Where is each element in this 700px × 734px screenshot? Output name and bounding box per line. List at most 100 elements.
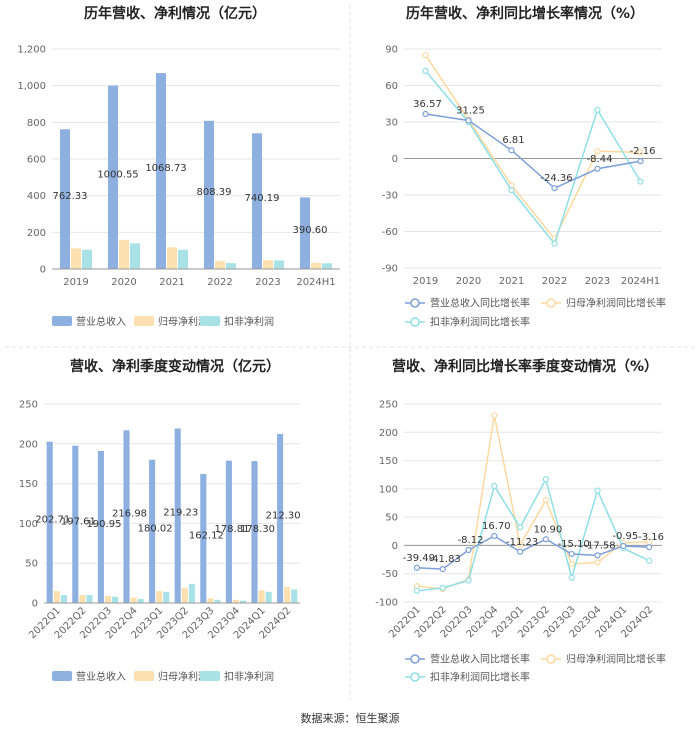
y-tick-label: 0 (32, 599, 38, 610)
series-point (508, 187, 515, 194)
y-tick-label: 90 (385, 45, 398, 56)
bar (200, 473, 207, 603)
bar (252, 133, 262, 269)
y-tick-label: -30 (382, 191, 398, 202)
series-point (413, 564, 420, 571)
bar (322, 263, 332, 269)
series-line (416, 477, 650, 592)
chart-title: 营收、净利季度变动情况（亿元） (70, 358, 280, 375)
point-value-label: -39.49 (403, 553, 435, 564)
series-point (594, 559, 601, 566)
bar (130, 597, 137, 603)
bar (181, 587, 188, 603)
legend-swatch (200, 316, 220, 326)
x-tick-label: 2024H1 (621, 276, 660, 287)
y-tick-label: 50 (25, 559, 38, 570)
series-point (637, 178, 644, 185)
y-tick-label: 400 (27, 191, 46, 202)
series-point (516, 548, 524, 555)
series-point (413, 587, 420, 594)
x-tick-label: 2022 (207, 277, 232, 288)
bar (149, 459, 156, 603)
series-point (508, 147, 515, 154)
series-point (491, 482, 498, 490)
bar (225, 460, 232, 603)
point-value-label: -17.58 (583, 540, 615, 551)
x-tick-label: 2021 (499, 276, 524, 287)
y-tick-label: 150 (379, 456, 398, 467)
legend-marker (546, 298, 556, 308)
bar (104, 595, 112, 603)
bar-value-label: 212.30 (266, 511, 301, 522)
series-point (439, 565, 446, 573)
bar (277, 434, 284, 603)
y-tick-label: 0 (392, 541, 398, 552)
quarterly-growth-rate-chart: 营收、净利同比增长率季度变动情况（%） -100 -50 0 50 100 150 200 25… (375, 358, 666, 684)
bar (82, 249, 92, 269)
x-tick-label: 2020 (456, 276, 481, 287)
y-tick-label: 200 (19, 439, 38, 450)
series-point (594, 148, 601, 155)
annual-revenue-profit-chart: 历年营收、净利情况（亿元） 0 200 400 600 800 1,000 1,200 2019… (17, 5, 340, 328)
legend-label: 扣非净利润 (224, 670, 274, 683)
y-tick-label: 600 (27, 155, 46, 166)
bar (284, 587, 291, 603)
bar-value-label: 178.81 (214, 524, 249, 535)
series-point (491, 412, 498, 419)
legend-label: 营业总收入 (76, 315, 126, 328)
bar (86, 595, 93, 603)
series-point (594, 165, 601, 172)
bar (204, 120, 214, 269)
x-tick-label: 2021 (159, 277, 184, 288)
series-point (637, 158, 644, 165)
bar-value-label: 390.60 (293, 225, 328, 236)
series-line (425, 113, 641, 190)
series-point (568, 560, 575, 568)
point-value-label: -24.36 (540, 173, 572, 184)
chart-title: 历年营收、净利情况（亿元） (84, 5, 266, 22)
x-tick-label: 2019 (63, 277, 88, 288)
bar-value-label: 202.71 (35, 514, 70, 525)
series-point (516, 524, 524, 531)
bar (311, 262, 321, 269)
bar-value-label: 219.23 (163, 508, 198, 519)
series-point (422, 110, 429, 118)
point-value-label: 36.57 (413, 99, 442, 110)
bar-value-label: 180.02 (138, 523, 173, 534)
bar (215, 261, 225, 269)
bar (291, 589, 298, 603)
bar (265, 591, 272, 603)
y-tick-label: 150 (19, 479, 38, 490)
bar (137, 599, 144, 603)
series-line (416, 535, 650, 570)
point-value-label: 16.70 (482, 521, 511, 532)
series-line (424, 70, 642, 246)
source-note: 数据来源：恒生聚源 (301, 711, 400, 725)
bar-value-label: 808.39 (197, 187, 232, 198)
legend-label: 归母净利润同比增长率 (566, 653, 666, 666)
bar-value-label: 762.33 (53, 191, 88, 202)
y-tick-label: 1,000 (17, 81, 46, 92)
point-value-label: -8.44 (587, 154, 613, 165)
bar (163, 591, 170, 603)
series-point (516, 541, 524, 548)
legend-swatch (200, 671, 220, 681)
y-tick-label: 1,200 (17, 45, 46, 56)
series-point (594, 552, 601, 559)
legend-label: 营业总收入同比增长率 (430, 297, 530, 310)
bar (263, 260, 273, 269)
bar-value-label: 216.98 (112, 509, 147, 520)
legend-swatch (52, 316, 72, 326)
legend-label: 扣非净利润同比增长率 (430, 316, 530, 329)
bar (46, 441, 53, 603)
y-tick-label: 200 (27, 228, 46, 239)
bar (214, 599, 221, 603)
series-point (620, 542, 627, 550)
y-tick-label: 60 (385, 81, 398, 92)
y-tick-label: 0 (392, 154, 398, 165)
bar (60, 129, 70, 269)
point-value-label: 10.90 (534, 524, 563, 535)
legend-label: 扣非净利润同比增长率 (430, 671, 530, 684)
annual-growth-rate-chart: 历年营收、净利同比增长率情况（%） -90 -60 -30 0 30 60 90 2019 202… (382, 5, 666, 329)
